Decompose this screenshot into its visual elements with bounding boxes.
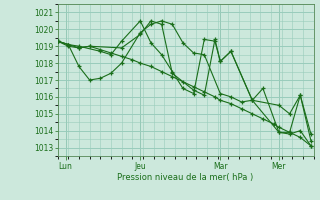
X-axis label: Pression niveau de la mer( hPa ): Pression niveau de la mer( hPa ) xyxy=(117,173,254,182)
